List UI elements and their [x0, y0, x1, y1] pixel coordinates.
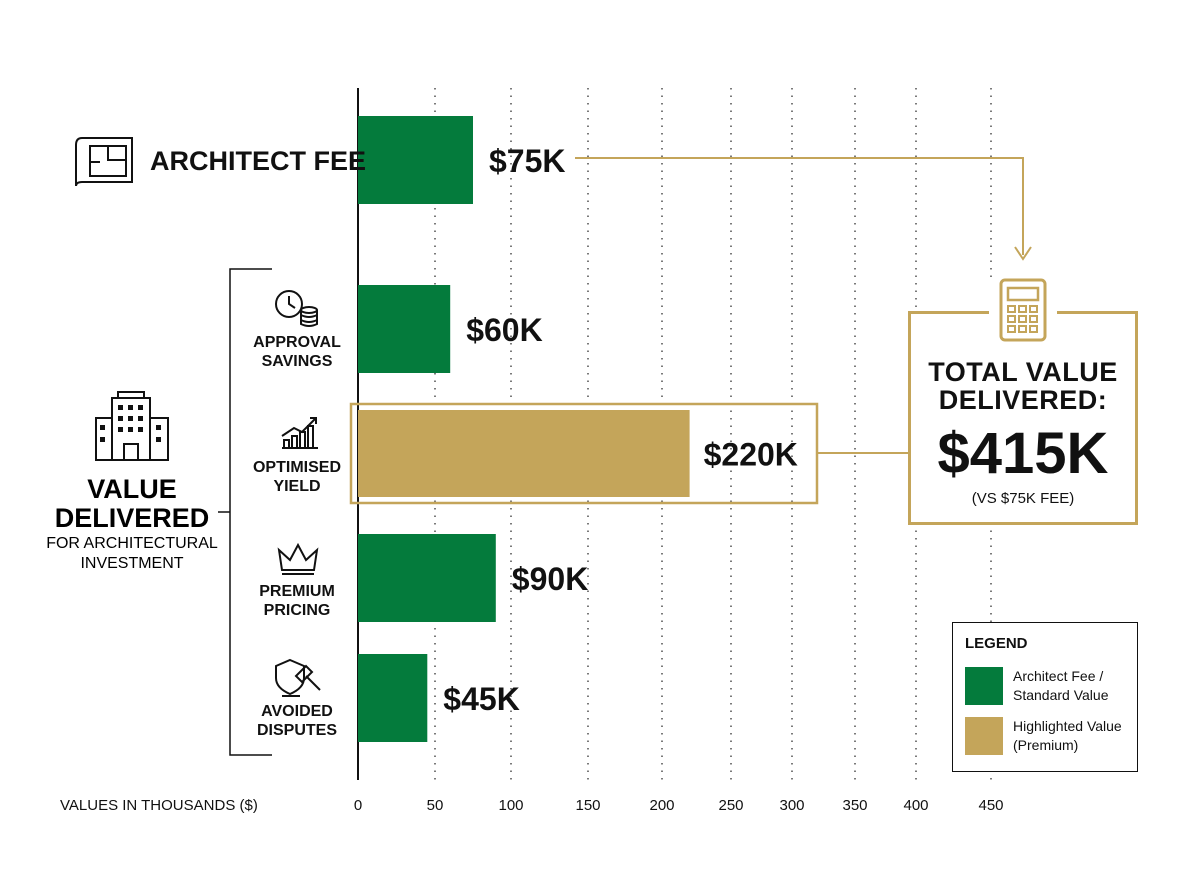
- legend-item-standard: Architect Fee / Standard Value: [965, 667, 1135, 707]
- category-label: YIELD: [273, 478, 320, 495]
- bar: [358, 654, 428, 742]
- blueprint-icon: [75, 137, 133, 187]
- legend-item-premium: Highlighted Value (Premium): [965, 717, 1135, 757]
- bars: [349, 116, 819, 742]
- total-value: $415K: [937, 421, 1109, 486]
- data-label: $220K: [704, 437, 798, 473]
- fee-connector-line: [575, 157, 1024, 255]
- data-label: $90K: [512, 561, 589, 597]
- bar: [358, 116, 473, 204]
- category-labels: ARCHITECT FEE APPROVAL SAVINGS OPTIMISED YIE…: [150, 146, 366, 739]
- category-label: OPTIMISED: [253, 459, 341, 476]
- data-label: $75K: [489, 143, 566, 179]
- x-tick-label: 0: [354, 797, 362, 814]
- category-icons: [75, 137, 321, 697]
- total-title: TOTAL VALUE DELIVERED:: [911, 358, 1135, 414]
- data-label: $45K: [443, 681, 520, 717]
- x-tick-label: 400: [903, 797, 928, 814]
- x-tick-label: 150: [575, 797, 600, 814]
- highlight-outline: [349, 402, 819, 505]
- x-tick-label: 200: [649, 797, 674, 814]
- x-tick-labels: 0 50 100 150 200 250 300 350 400 450: [354, 797, 1004, 814]
- crown-icon: [277, 542, 319, 575]
- building-icon: [95, 391, 169, 461]
- category-label: DISPUTES: [257, 722, 337, 739]
- legend-title: LEGEND: [965, 635, 1028, 652]
- connector-arrowhead: [1014, 246, 1032, 261]
- data-labels: $75K $60K $220K $90K $45K: [443, 143, 798, 717]
- legend-text-standard: Architect Fee / Standard Value: [1013, 667, 1139, 705]
- bar: [358, 410, 690, 497]
- x-tick-label: 50: [427, 797, 444, 814]
- category-label: PREMIUM: [259, 583, 335, 600]
- group-title-line1: VALUE: [87, 474, 177, 504]
- group-bracket: [218, 268, 272, 756]
- category-label: AVOIDED: [261, 703, 333, 720]
- connectors: [575, 157, 1032, 454]
- x-axis-title: VALUES IN THOUSANDS ($): [60, 797, 258, 814]
- shield-gavel-icon: [275, 658, 321, 697]
- group-sub-line1: FOR ARCHITECTURAL: [46, 535, 218, 552]
- group-sub-line2: INVESTMENT: [80, 555, 183, 572]
- calculator-icon: [989, 278, 1057, 349]
- bar: [358, 534, 496, 622]
- x-tick-label: 350: [842, 797, 867, 814]
- bar: [358, 285, 451, 373]
- legend-swatch-premium: [965, 717, 1003, 755]
- category-label: APPROVAL: [253, 334, 341, 351]
- x-tick-label: 100: [498, 797, 523, 814]
- total-value-box: TOTAL VALUE DELIVERED: $415K (VS $75K FE…: [908, 278, 1138, 525]
- clock-coins-icon: [275, 290, 318, 327]
- total-note: (VS $75K FEE): [971, 490, 1075, 507]
- x-tick-label: 450: [978, 797, 1003, 814]
- category-label: ARCHITECT FEE: [150, 146, 366, 176]
- x-tick-label: 300: [779, 797, 804, 814]
- growth-chart-icon: [281, 417, 318, 449]
- legend: LEGEND Architect Fee / Standard Value Hi…: [952, 622, 1138, 772]
- legend-premium-line2: (Premium): [1013, 737, 1079, 753]
- x-tick-label: 250: [718, 797, 743, 814]
- total-title-line1: TOTAL VALUE: [928, 357, 1118, 387]
- legend-standard-line2: Standard Value: [1013, 687, 1109, 703]
- category-label: SAVINGS: [262, 353, 333, 370]
- legend-standard-line1: Architect Fee /: [1013, 668, 1104, 684]
- legend-swatch-standard: [965, 667, 1003, 705]
- category-label: PRICING: [264, 602, 331, 619]
- data-label: $60K: [466, 312, 543, 348]
- legend-text-premium: Highlighted Value (Premium): [1013, 717, 1139, 755]
- total-title-line2: DELIVERED:: [938, 385, 1108, 415]
- legend-premium-line1: Highlighted Value: [1013, 718, 1122, 734]
- group-title-line2: DELIVERED: [55, 503, 210, 533]
